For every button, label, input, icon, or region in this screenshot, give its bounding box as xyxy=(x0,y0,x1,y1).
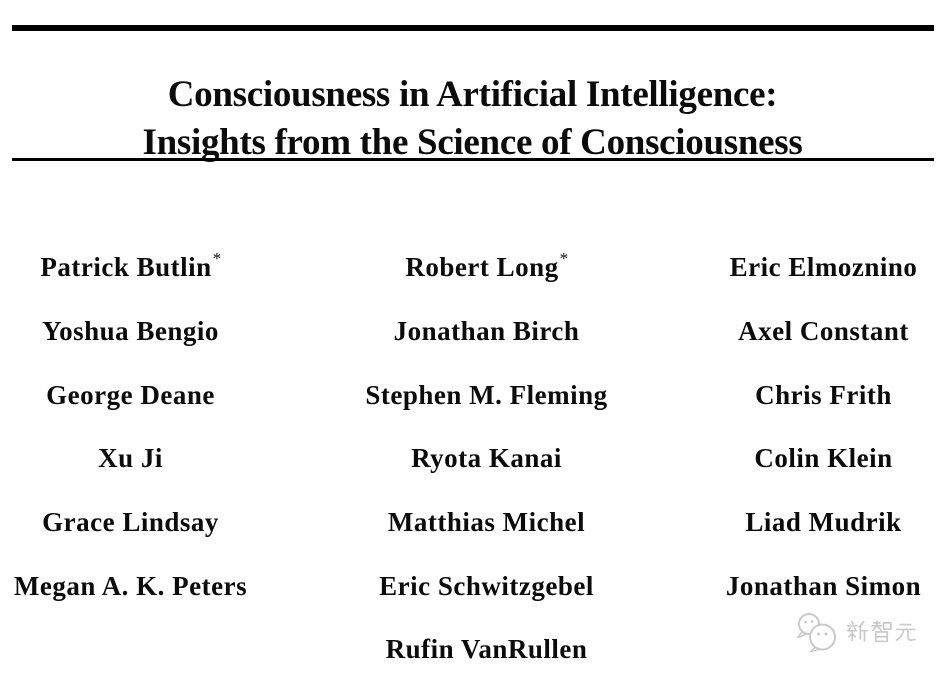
author-name: Eric Schwitzgebel xyxy=(379,570,594,601)
top-rule xyxy=(12,25,934,31)
author-name: Colin Klein xyxy=(754,443,893,474)
author-name: Xu Ji xyxy=(98,443,163,474)
author-list: Patrick Butlin * Robert Long * Eric Elmozn… xyxy=(0,236,936,682)
author-name: Jonathan Birch xyxy=(393,316,580,347)
author-name: Megan A. K. Peters xyxy=(13,570,248,601)
watermark-glyph-xin xyxy=(846,620,869,642)
paper-title-line2: Insights from the Science of Consciousne… xyxy=(142,121,803,163)
author-name: Matthias Michel xyxy=(387,507,586,538)
watermark: 新智元 xyxy=(792,610,917,652)
author-name: Patrick Butlin * xyxy=(40,248,222,283)
wechat-chat-bubbles-icon xyxy=(796,613,836,652)
watermark-glyph-yuan xyxy=(895,623,916,641)
watermark-text-glyphs xyxy=(846,619,917,643)
author-name: Grace Lindsay xyxy=(42,507,219,538)
author-name: Stephen M. Fleming xyxy=(365,379,608,410)
author-name: Robert Long * xyxy=(405,248,569,283)
author-name: Eric Elmoznino xyxy=(729,252,918,283)
author-name: Liad Mudrik xyxy=(745,507,902,538)
author-name: Yoshua Bengio xyxy=(42,316,219,347)
watermark-glyph-zhi1 xyxy=(871,619,892,642)
author-name: Axel Constant xyxy=(738,316,909,347)
author-name: Rufin VanRullen xyxy=(385,634,588,665)
author-name: Chris Frith xyxy=(755,379,892,410)
title-separator-rule xyxy=(12,158,934,161)
author-name: Jonathan Simon xyxy=(725,570,922,601)
paper-title: Consciousness in Artificial Intelligence… xyxy=(0,71,945,167)
paper-title-line1: Consciousness in Artificial Intelligence… xyxy=(167,73,778,115)
author-name: George Deane xyxy=(46,379,215,410)
author-name: Ryota Kanai xyxy=(411,443,562,474)
author-grid-spacer xyxy=(0,618,262,682)
